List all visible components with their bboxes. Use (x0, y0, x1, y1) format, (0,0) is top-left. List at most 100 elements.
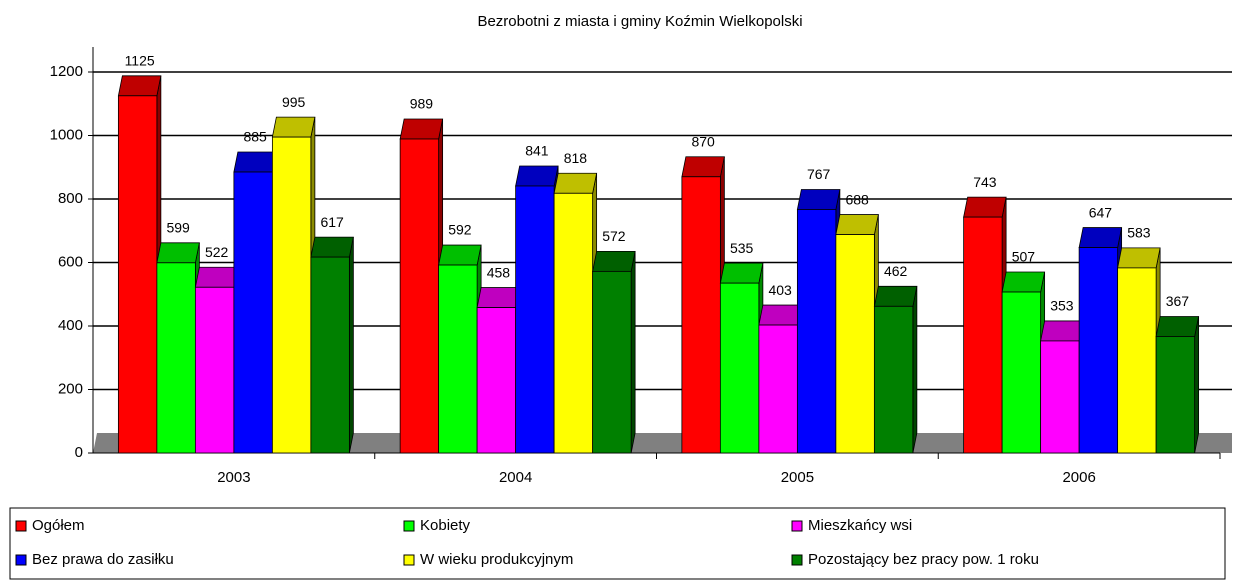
bar-top (1001, 271, 1046, 293)
bar (1117, 267, 1157, 454)
bar-top (399, 118, 444, 140)
data-label: 507 (1012, 249, 1036, 265)
data-label: 599 (166, 220, 190, 236)
data-label: 592 (448, 222, 472, 238)
bar-top (1078, 227, 1123, 248)
bar-top (310, 236, 354, 258)
bar (963, 216, 1003, 454)
bar-top (194, 266, 239, 288)
bar (1078, 247, 1119, 454)
bar (515, 185, 555, 454)
data-label: 367 (1166, 293, 1190, 309)
data-label: 818 (564, 150, 588, 166)
bar (310, 256, 350, 454)
bar (796, 209, 837, 454)
legend-swatch (15, 520, 27, 532)
x-tick-label: 2006 (1062, 469, 1095, 486)
legend-label: W wieku produkcyjnym (420, 551, 573, 568)
bar (438, 264, 478, 454)
bar (835, 234, 875, 454)
bar-top (719, 262, 764, 284)
legend-label: Pozostający bez pracy pow. 1 roku (808, 551, 1039, 568)
bar-top (553, 172, 598, 194)
bar (758, 324, 798, 454)
bar-top (758, 304, 802, 326)
data-label: 583 (1127, 225, 1151, 241)
legend-swatch (403, 554, 415, 566)
bar-top (1040, 320, 1084, 342)
x-tick-label: 2005 (781, 469, 814, 486)
bar-top (681, 156, 725, 178)
bar-top (271, 116, 316, 138)
legend-label: Mieszkańcy wsi (808, 517, 912, 534)
y-tick-label: 800 (58, 190, 83, 207)
bar (156, 262, 196, 454)
bar (476, 307, 517, 454)
y-tick-label: 600 (58, 253, 83, 270)
bar-side (348, 237, 354, 454)
data-label: 535 (730, 240, 754, 256)
floor (93, 433, 1232, 453)
bar (873, 305, 914, 454)
data-label: 353 (1050, 298, 1074, 314)
data-label: 885 (243, 129, 267, 145)
bar-top (796, 189, 841, 210)
bar (1040, 340, 1080, 454)
bar-top (438, 244, 482, 266)
bar (1155, 336, 1196, 454)
bar-top (233, 151, 277, 173)
bar-side (912, 286, 918, 454)
data-label: 572 (602, 228, 626, 244)
bar-top (156, 242, 200, 264)
bar (117, 95, 158, 454)
bar-top (873, 285, 918, 307)
y-tick-label: 1200 (50, 63, 83, 80)
legend-swatch (15, 554, 27, 566)
data-label: 403 (768, 282, 792, 298)
bar-top (1117, 247, 1161, 269)
data-label: 870 (691, 133, 715, 149)
bar-top (117, 75, 162, 97)
data-label: 462 (884, 263, 908, 279)
legend-swatch (403, 520, 415, 532)
bar (194, 286, 235, 454)
data-label: 743 (973, 174, 997, 190)
bar (399, 138, 440, 454)
y-tick-label: 400 (58, 317, 83, 334)
bar-top (1155, 316, 1200, 337)
bar (1001, 291, 1042, 454)
bar (271, 136, 312, 454)
legend-label: Bez prawa do zasiłku (32, 551, 174, 568)
bar-top (515, 165, 559, 187)
y-tick-label: 1000 (50, 126, 83, 143)
data-label: 688 (845, 191, 869, 207)
bar-top (963, 196, 1007, 218)
data-label: 767 (807, 166, 831, 182)
bar (681, 176, 721, 454)
data-label: 647 (1089, 204, 1113, 220)
legend-swatch (791, 520, 803, 532)
bar (233, 171, 273, 454)
data-label: 1125 (125, 53, 155, 69)
legend-swatch (791, 554, 803, 566)
legend-label: Ogółem (32, 517, 85, 534)
bar (719, 282, 760, 454)
data-label: 841 (525, 143, 549, 159)
x-tick-label: 2003 (217, 469, 250, 486)
bar-side (1194, 316, 1200, 454)
bar-top (592, 250, 636, 272)
bar (592, 270, 632, 454)
legend-label: Kobiety (420, 517, 471, 534)
data-label: 458 (487, 264, 511, 280)
chart-title: Bezrobotni z miasta i gminy Koźmin Wielk… (477, 13, 802, 30)
y-tick-label: 0 (75, 444, 83, 461)
data-label: 995 (282, 94, 306, 110)
data-label: 617 (320, 214, 344, 230)
data-label: 522 (205, 244, 229, 260)
bar-top (835, 214, 879, 235)
bar (553, 192, 594, 454)
data-label: 989 (410, 96, 434, 112)
y-tick-label: 200 (58, 380, 83, 397)
